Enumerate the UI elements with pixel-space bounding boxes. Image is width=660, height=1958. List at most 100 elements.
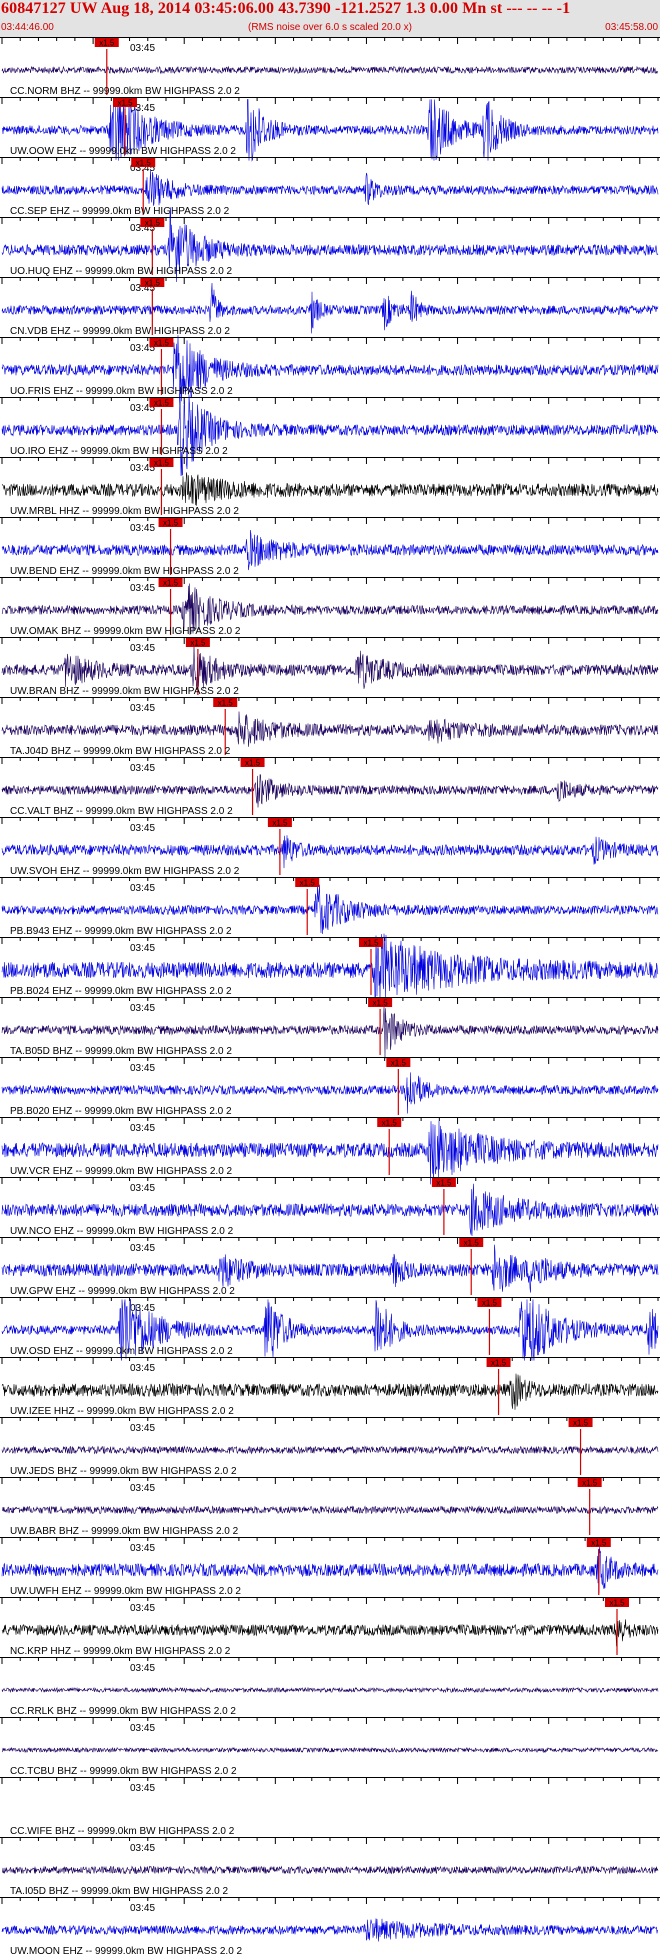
pick-marker xyxy=(149,398,174,407)
pick-marker xyxy=(295,878,320,887)
pick-marker xyxy=(477,1298,502,1307)
station-label: UW.OMAK BHZ -- 99999.0km BW HIGHPASS 2.0… xyxy=(10,626,241,637)
waveform xyxy=(1,1686,659,1694)
waveform xyxy=(1,65,659,75)
waveform xyxy=(1,394,659,476)
time-tick-label: 03:45 xyxy=(130,1363,155,1374)
trace-row: 03:45 x1.5 PB.B020 EHZ -- 99999.0km BW HIG… xyxy=(0,1057,660,1117)
trace-row: 03:45 x1.5 CC.NORM BHZ -- 99999.0km BW HIG… xyxy=(0,37,660,97)
time-tick-label: 03:45 xyxy=(130,463,155,474)
station-label: CC.WIFE BHZ -- 99999.0km BW HIGHPASS 2.0… xyxy=(10,1826,235,1837)
time-tick-label: 03:45 xyxy=(130,823,155,834)
station-label: CN.VDB EHZ -- 99999.0km BW HIGHPASS 2.0 … xyxy=(10,326,230,337)
waveform xyxy=(1,711,659,747)
waveform xyxy=(1,335,659,411)
rms-noise-subtitle: (RMS noise over 6.0 s scaled 20.0 x) xyxy=(248,22,412,33)
pick-marker xyxy=(605,1598,629,1607)
pick-label: x1.5 xyxy=(154,339,170,348)
station-label: UW.GPW EHZ -- 99999.0km BW HIGHPASS 2.0 … xyxy=(10,1286,235,1297)
pick-label: x1.5 xyxy=(272,819,288,828)
pick-label: x1.5 xyxy=(300,879,316,888)
trace-row: 03:45 CC.WIFE BHZ -- 99999.0km BW HIGHPAS… xyxy=(0,1777,660,1837)
pick-marker xyxy=(94,38,119,47)
trace-row: 03:45 TA.I05D BHZ -- 99999.0km BW HIGHPAS… xyxy=(0,1837,660,1897)
pick-label: x1.5 xyxy=(464,1239,480,1248)
pick-label: x1.5 xyxy=(117,99,133,108)
time-tick-label: 03:45 xyxy=(130,763,155,774)
station-label: PB.B943 EHZ -- 99999.0km BW HIGHPASS 2.0… xyxy=(10,926,232,937)
waveform xyxy=(1,472,659,506)
pick-marker xyxy=(568,1418,593,1427)
time-tick-label: 03:45 xyxy=(130,1663,155,1674)
station-label: UW.MOON EHZ -- 99999.0km BW HIGHPASS 2.0… xyxy=(10,1946,243,1957)
time-tick-label: 03:45 xyxy=(130,403,155,414)
pick-label: x1.5 xyxy=(363,939,379,948)
pick-label: x1.5 xyxy=(391,1059,407,1068)
trace-row: 03:45 x1.5 NC.KRP HHZ -- 99999.0km BW HIGH… xyxy=(0,1597,660,1657)
trace-row: 03:45 x1.5 UW.JEDS BHZ -- 99999.0km BW HIG… xyxy=(0,1417,660,1477)
station-label: UO.IRO EHZ -- 99999.0km BW HIGHPASS 2.0 … xyxy=(10,446,228,457)
trace-row: 03:45 x1.5 PB.B024 EHZ -- 99999.0km BW HIG… xyxy=(0,933,660,1004)
time-tick-label: 03:45 xyxy=(130,223,155,234)
pick-marker xyxy=(267,818,292,827)
station-label: UW.SVOH EHZ -- 99999.0km BW HIGHPASS 2.0… xyxy=(10,866,240,877)
station-label: UO.FRIS EHZ -- 99999.0km BW HIGHPASS 2.0… xyxy=(10,386,233,397)
pick-marker xyxy=(377,1118,402,1127)
station-label: UW.BRAN BHZ -- 99999.0km BW HIGHPASS 2.0… xyxy=(10,686,239,697)
pick-marker xyxy=(158,578,183,587)
pick-label: x1.5 xyxy=(154,399,170,408)
pick-marker xyxy=(459,1238,484,1247)
time-tick-label: 03:45 xyxy=(130,1903,155,1914)
station-label: UW.VCR EHZ -- 99999.0km BW HIGHPASS 2.0 … xyxy=(10,1166,233,1177)
pick-label: x1.5 xyxy=(154,459,170,468)
end-time-label: 03:45:58.00 xyxy=(605,22,658,33)
pick-marker xyxy=(586,1538,611,1547)
pick-marker xyxy=(140,278,165,287)
trace-row: 03:45 x1.5 UW.BABR BHZ -- 99999.0km BW HIG… xyxy=(0,1477,660,1537)
waveform xyxy=(1,835,659,869)
waveform xyxy=(1,1373,659,1410)
station-label: CC.RRLK BHZ -- 99999.0km BW HIGHPASS 2.0… xyxy=(10,1706,236,1717)
pick-label: x1.5 xyxy=(245,759,261,768)
waveform xyxy=(1,774,659,808)
pick-label: x1.5 xyxy=(163,579,179,588)
trace-row: 03:45 x1.5 PB.B943 EHZ -- 99999.0km BW HIG… xyxy=(0,877,660,937)
trace-row: 03:45 x1.5 UW.BRAN BHZ -- 99999.0km BW HIG… xyxy=(0,637,660,697)
station-label: TA.I05D BHZ -- 99999.0km BW HIGHPASS 2.0… xyxy=(10,1886,228,1897)
waveform xyxy=(1,884,659,935)
trace-row: 03:45 x1.5 UW.IZEE HHZ -- 99999.0km BW HIG… xyxy=(0,1357,660,1417)
pick-marker xyxy=(240,758,265,767)
waveform xyxy=(1,99,659,162)
waveform xyxy=(1,1006,659,1059)
pick-marker xyxy=(131,158,156,167)
pick-label: x1.5 xyxy=(190,639,206,648)
waveform xyxy=(1,207,659,283)
waveform xyxy=(1,1244,659,1293)
station-label: CC.VALT BHZ -- 99999.0km BW HIGHPASS 2.0… xyxy=(10,806,233,817)
pick-label: x1.5 xyxy=(218,699,234,708)
trace-row: 03:45 x1.5 UW.BEND EHZ -- 99999.0km BW HIG… xyxy=(0,517,660,577)
station-label: NC.KRP HHZ -- 99999.0km BW HIGHPASS 2.0 … xyxy=(10,1646,231,1657)
pick-label: x1.5 xyxy=(373,999,389,1008)
station-label: UW.BEND EHZ -- 99999.0km BW HIGHPASS 2.0… xyxy=(10,566,239,577)
time-tick-label: 03:45 xyxy=(130,163,155,174)
station-label: PB.B020 EHZ -- 99999.0km BW HIGHPASS 2.0… xyxy=(10,1106,232,1117)
time-tick-label: 03:45 xyxy=(130,1303,155,1314)
station-label: TA.J04D BHZ -- 99999.0km BW HIGHPASS 2.0… xyxy=(10,746,231,757)
time-tick-label: 03:45 xyxy=(130,283,155,294)
pick-marker xyxy=(113,98,137,107)
waveform xyxy=(1,1072,659,1114)
trace-row: 03:45 x1.5 UW.SVOH EHZ -- 99999.0km BW HIG… xyxy=(0,817,660,877)
time-tick-label: 03:45 xyxy=(130,523,155,534)
pick-label: x1.5 xyxy=(609,1599,625,1608)
trace-row: 03:45 x1.5 TA.J04D BHZ -- 99999.0km BW HIG… xyxy=(0,697,660,757)
pick-marker xyxy=(140,218,165,227)
start-time-label: 03:44:46.00 xyxy=(1,22,54,33)
pick-marker xyxy=(359,938,383,947)
event-title: 60847127 UW Aug 18, 2014 03:45:06.00 43.… xyxy=(1,0,571,17)
